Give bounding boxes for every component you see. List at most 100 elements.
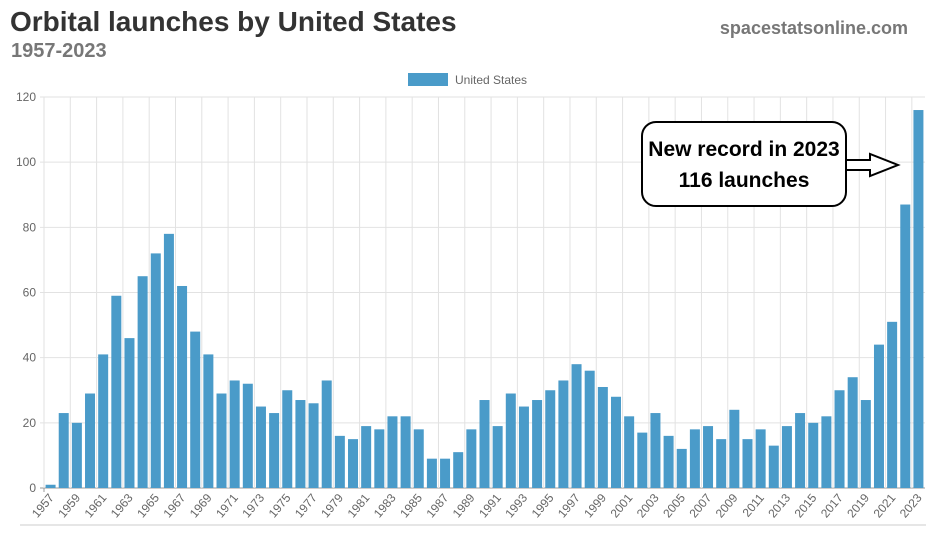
bar-1967 [177, 285, 188, 488]
x-tick-label: 1969 [187, 491, 215, 521]
y-tick-label: 120 [16, 90, 36, 104]
bar-1987 [440, 458, 451, 488]
x-tick-label: 1961 [82, 491, 110, 521]
bar-1997 [571, 364, 582, 488]
site-watermark: spacestatsonline.com [719, 18, 908, 38]
bar-1975 [282, 390, 293, 488]
x-tick-label: 1981 [345, 491, 373, 521]
x-tick-label: 1957 [29, 491, 57, 521]
legend-label: United States [455, 73, 527, 87]
x-tick-label: 1973 [239, 491, 267, 521]
x-tick-label: 2023 [897, 491, 925, 521]
bar-2013 [781, 426, 792, 488]
bar-1971 [229, 380, 240, 488]
bar-1969 [203, 354, 214, 488]
bar-2012 [768, 445, 779, 488]
bar-1978 [321, 380, 332, 488]
bar-2020 [873, 344, 884, 488]
x-tick-label: 2015 [792, 491, 820, 521]
bar-1982 [374, 429, 385, 488]
bar-1977 [308, 403, 319, 488]
bar-2007 [703, 426, 714, 488]
bar-2015 [808, 422, 819, 488]
legend-swatch [408, 73, 448, 86]
bar-1962 [111, 295, 122, 488]
bar-2004 [663, 435, 674, 488]
x-tick-label: 1999 [581, 491, 609, 521]
x-tick-label: 2013 [765, 491, 793, 521]
record-annotation: New record in 2023 116 launches [641, 121, 901, 207]
bar-1979 [334, 435, 345, 488]
annotation-box [641, 121, 847, 207]
chart-title: Orbital launches by United States [10, 6, 457, 37]
bar-2022 [900, 204, 911, 488]
bar-2010 [742, 439, 753, 488]
bar-1966 [163, 233, 174, 488]
bar-1994 [532, 400, 543, 488]
bar-1980 [348, 439, 359, 488]
bar-1999 [597, 386, 608, 488]
annotation-line-1: New record in 2023 [648, 138, 839, 161]
x-tick-label: 2001 [608, 491, 636, 521]
bar-1970 [216, 393, 227, 488]
bar-2005 [676, 448, 687, 488]
x-tick-label: 1977 [292, 491, 320, 521]
x-tick-label: 1997 [555, 491, 583, 521]
x-tick-label: 1963 [108, 491, 136, 521]
x-tick-label: 2017 [818, 491, 846, 521]
x-tick-label: 1989 [450, 491, 478, 521]
bar-1963 [124, 338, 135, 488]
bar-1992 [505, 393, 516, 488]
bar-2019 [860, 400, 871, 488]
bar-2002 [637, 432, 648, 488]
bar-1981 [361, 426, 372, 488]
bar-1964 [137, 276, 148, 488]
y-tick-label: 100 [16, 155, 36, 169]
x-tick-label: 1985 [397, 491, 425, 521]
bar-2006 [689, 429, 700, 488]
x-tick-label: 2019 [844, 491, 872, 521]
x-tick-label: 1975 [266, 491, 294, 521]
bar-1985 [413, 429, 424, 488]
bar-1957 [45, 484, 56, 488]
bar-2023 [913, 110, 924, 489]
y-tick-label: 20 [23, 416, 37, 430]
x-tick-label: 2009 [713, 491, 741, 521]
bar-1995 [545, 390, 556, 488]
bar-1965 [150, 253, 161, 488]
x-tick-label: 1995 [529, 491, 557, 521]
bar-1959 [71, 422, 82, 488]
bar-2001 [624, 416, 635, 488]
bar-2003 [650, 413, 661, 488]
bar-1974 [269, 413, 280, 488]
bar-1961 [98, 354, 109, 488]
bar-1968 [190, 331, 201, 488]
bar-2008 [716, 439, 727, 488]
bar-2011 [755, 429, 766, 488]
x-tick-label: 1971 [213, 491, 241, 521]
x-tick-label: 1987 [423, 491, 451, 521]
x-tick-label: 1967 [160, 491, 188, 521]
x-tick-label: 1959 [55, 491, 83, 521]
bar-1998 [584, 370, 595, 488]
chart-subtitle: 1957-2023 [11, 40, 107, 62]
x-tick-label: 2021 [871, 491, 899, 521]
bar-2000 [610, 396, 621, 488]
bar-2017 [834, 390, 845, 488]
bar-1990 [479, 400, 490, 488]
y-tick-label: 60 [23, 286, 37, 300]
x-tick-label: 1965 [134, 491, 162, 521]
bar-1958 [58, 413, 69, 488]
y-tick-label: 40 [23, 351, 37, 365]
legend[interactable]: United States [408, 73, 527, 87]
x-tick-label: 2005 [660, 491, 688, 521]
bar-1983 [387, 416, 398, 488]
x-tick-label: 2007 [686, 491, 714, 521]
bar-2009 [729, 409, 740, 488]
bar-1973 [255, 406, 266, 488]
bar-1996 [558, 380, 569, 488]
annotation-line-2: 116 launches [679, 169, 810, 192]
bar-1972 [242, 383, 253, 488]
bar-2016 [821, 416, 832, 488]
